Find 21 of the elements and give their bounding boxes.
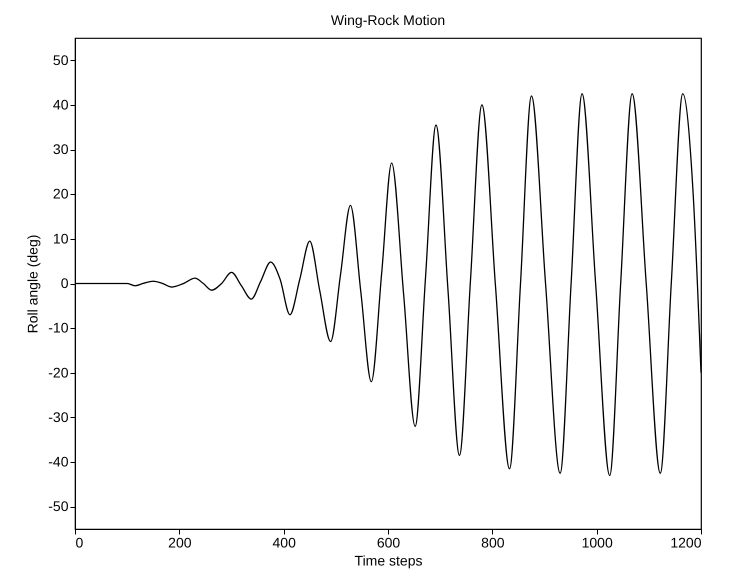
x-tick-label: 400: [272, 534, 296, 550]
y-tick-label: 10: [52, 230, 69, 246]
chart-title: Wing-Rock Motion: [330, 12, 446, 28]
y-tick-label: -20: [48, 364, 69, 380]
y-tick-label: 40: [52, 96, 69, 112]
x-axis-title: Time steps: [354, 552, 422, 568]
y-tick-label: -30: [48, 408, 69, 425]
y-axis-title: Roll angle (deg): [24, 234, 40, 334]
y-tick-label: 0: [60, 275, 69, 291]
y-tick-label: 50: [52, 52, 69, 68]
x-tick-label: 600: [376, 534, 400, 550]
x-tick-label: 1000: [582, 534, 613, 550]
y-tick-label: -10: [48, 320, 69, 336]
y-tick-label: 30: [52, 141, 69, 158]
y-tick-label: 20: [52, 186, 69, 202]
x-tick-label: 0: [76, 534, 84, 550]
x-tick-label: 200: [168, 534, 192, 550]
y-tick-label: -50: [48, 498, 69, 514]
x-tick-label: 1200: [670, 534, 702, 550]
x-tick-label: 800: [481, 534, 505, 550]
y-tick-label: -40: [48, 454, 69, 470]
